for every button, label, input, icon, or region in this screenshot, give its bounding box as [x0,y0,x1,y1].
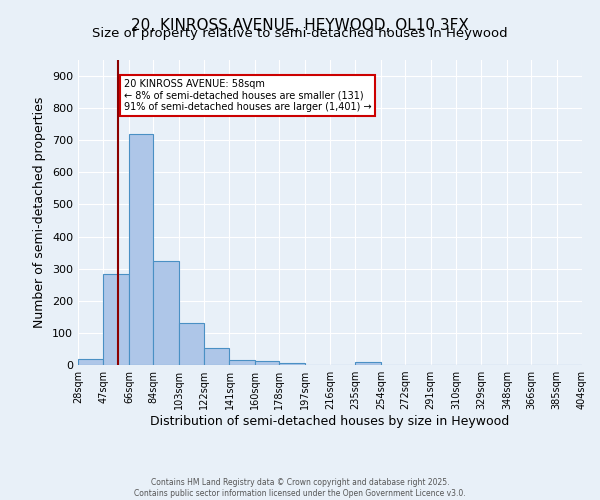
Bar [355,362,381,365]
Bar [78,359,103,365]
Bar [255,361,279,365]
Bar [204,348,229,365]
Bar [229,360,255,365]
Y-axis label: Number of semi-detached properties: Number of semi-detached properties [34,97,46,328]
Bar [279,363,305,365]
Bar [179,324,204,365]
X-axis label: Distribution of semi-detached houses by size in Heywood: Distribution of semi-detached houses by … [151,415,509,428]
Text: 20, KINROSS AVENUE, HEYWOOD, OL10 3FX: 20, KINROSS AVENUE, HEYWOOD, OL10 3FX [131,18,469,32]
Text: 20 KINROSS AVENUE: 58sqm
← 8% of semi-detached houses are smaller (131)
91% of s: 20 KINROSS AVENUE: 58sqm ← 8% of semi-de… [124,80,371,112]
Bar [153,260,179,365]
Text: Size of property relative to semi-detached houses in Heywood: Size of property relative to semi-detach… [92,28,508,40]
Bar [129,134,153,365]
Text: Contains HM Land Registry data © Crown copyright and database right 2025.
Contai: Contains HM Land Registry data © Crown c… [134,478,466,498]
Bar [103,274,129,365]
